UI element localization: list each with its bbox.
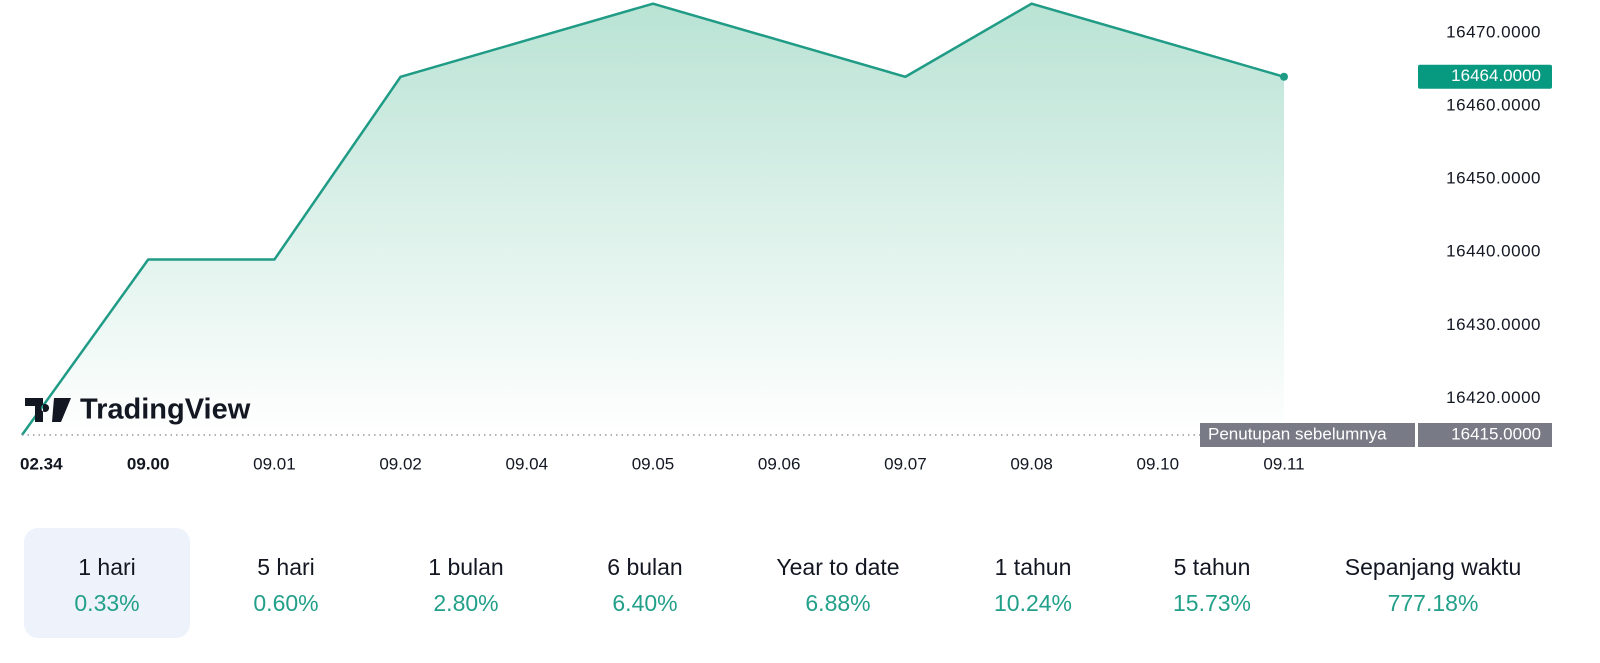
x-tick-label: 09.07 <box>884 454 927 473</box>
period-change: 0.33% <box>74 590 140 616</box>
y-tick-label: 16470.0000 <box>1446 22 1541 41</box>
x-tick-label: 09.10 <box>1137 454 1180 473</box>
logo-mark <box>25 398 71 422</box>
period-button[interactable]: Year to date 6.88% <box>738 528 938 638</box>
previous-close-badge <box>1200 423 1415 447</box>
period-label: 1 bulan <box>428 554 504 580</box>
period-change: 777.18% <box>1387 590 1479 616</box>
last-price-label: 16464.0000 <box>1451 66 1541 85</box>
chart: 16420.0000 16430.0000 16440.0000 16450.0000… <box>20 2 1552 473</box>
period-label: 6 bulan <box>607 554 683 580</box>
period-label: Sepanjang waktu <box>1344 554 1522 580</box>
area-fill <box>22 3 1284 436</box>
period-change: 10.24% <box>993 590 1072 616</box>
x-tick-label: 09.00 <box>127 454 170 473</box>
period-label: 5 tahun <box>1173 554 1251 580</box>
x-tick-label: 09.05 <box>632 454 675 473</box>
period-label: Year to date <box>776 554 900 580</box>
previous-close-value-badge <box>1418 423 1552 447</box>
period-button[interactable]: 5 tahun 15.73% <box>1112 528 1312 638</box>
previous-close-name: Penutupan sebelumnya <box>1208 424 1387 443</box>
x-tick-label: 09.04 <box>506 454 549 473</box>
period-label: 1 hari <box>78 554 136 580</box>
y-tick-label: 16440.0000 <box>1446 242 1541 261</box>
period-button[interactable]: 5 hari 0.60% <box>186 528 386 638</box>
period-change: 15.73% <box>1172 590 1251 616</box>
logo: TradingView <box>25 394 251 426</box>
x-tick-label: 09.08 <box>1010 454 1053 473</box>
period-button[interactable]: 1 bulan 2.80% <box>366 528 566 638</box>
period-button[interactable]: 6 bulan 6.40% <box>545 528 745 638</box>
period-button[interactable]: Sepanjang waktu 777.18% <box>1333 528 1533 638</box>
x-tick-label: 09.11 <box>1263 454 1304 473</box>
x-tick-label: 09.02 <box>379 454 422 473</box>
x-tick-label: 09.01 <box>253 454 296 473</box>
period-change: 6.40% <box>612 590 678 616</box>
y-tick-label: 16420.0000 <box>1446 388 1541 407</box>
y-tick-label: 16460.0000 <box>1446 95 1541 114</box>
y-tick-label: 16450.0000 <box>1446 169 1541 188</box>
y-tick-label: 16430.0000 <box>1446 315 1541 334</box>
x-tick-label: 02.34 <box>20 454 63 473</box>
price-line <box>20 2 1285 436</box>
x-tick-label: 09.06 <box>758 454 801 473</box>
logo-text: TradingView <box>80 394 251 426</box>
period-change: 2.80% <box>433 590 499 616</box>
period-change: 6.88% <box>805 590 871 616</box>
period-button[interactable]: 1 hari 0.33% <box>24 528 190 638</box>
period-label: 1 tahun <box>994 554 1072 580</box>
period-label: 5 hari <box>257 554 315 580</box>
period-button[interactable]: 1 tahun 10.24% <box>933 528 1133 638</box>
last-price-badge <box>1418 64 1552 89</box>
period-change: 0.60% <box>253 590 319 616</box>
last-point <box>1280 72 1288 81</box>
previous-close-value: 16415.0000 <box>1451 424 1541 443</box>
